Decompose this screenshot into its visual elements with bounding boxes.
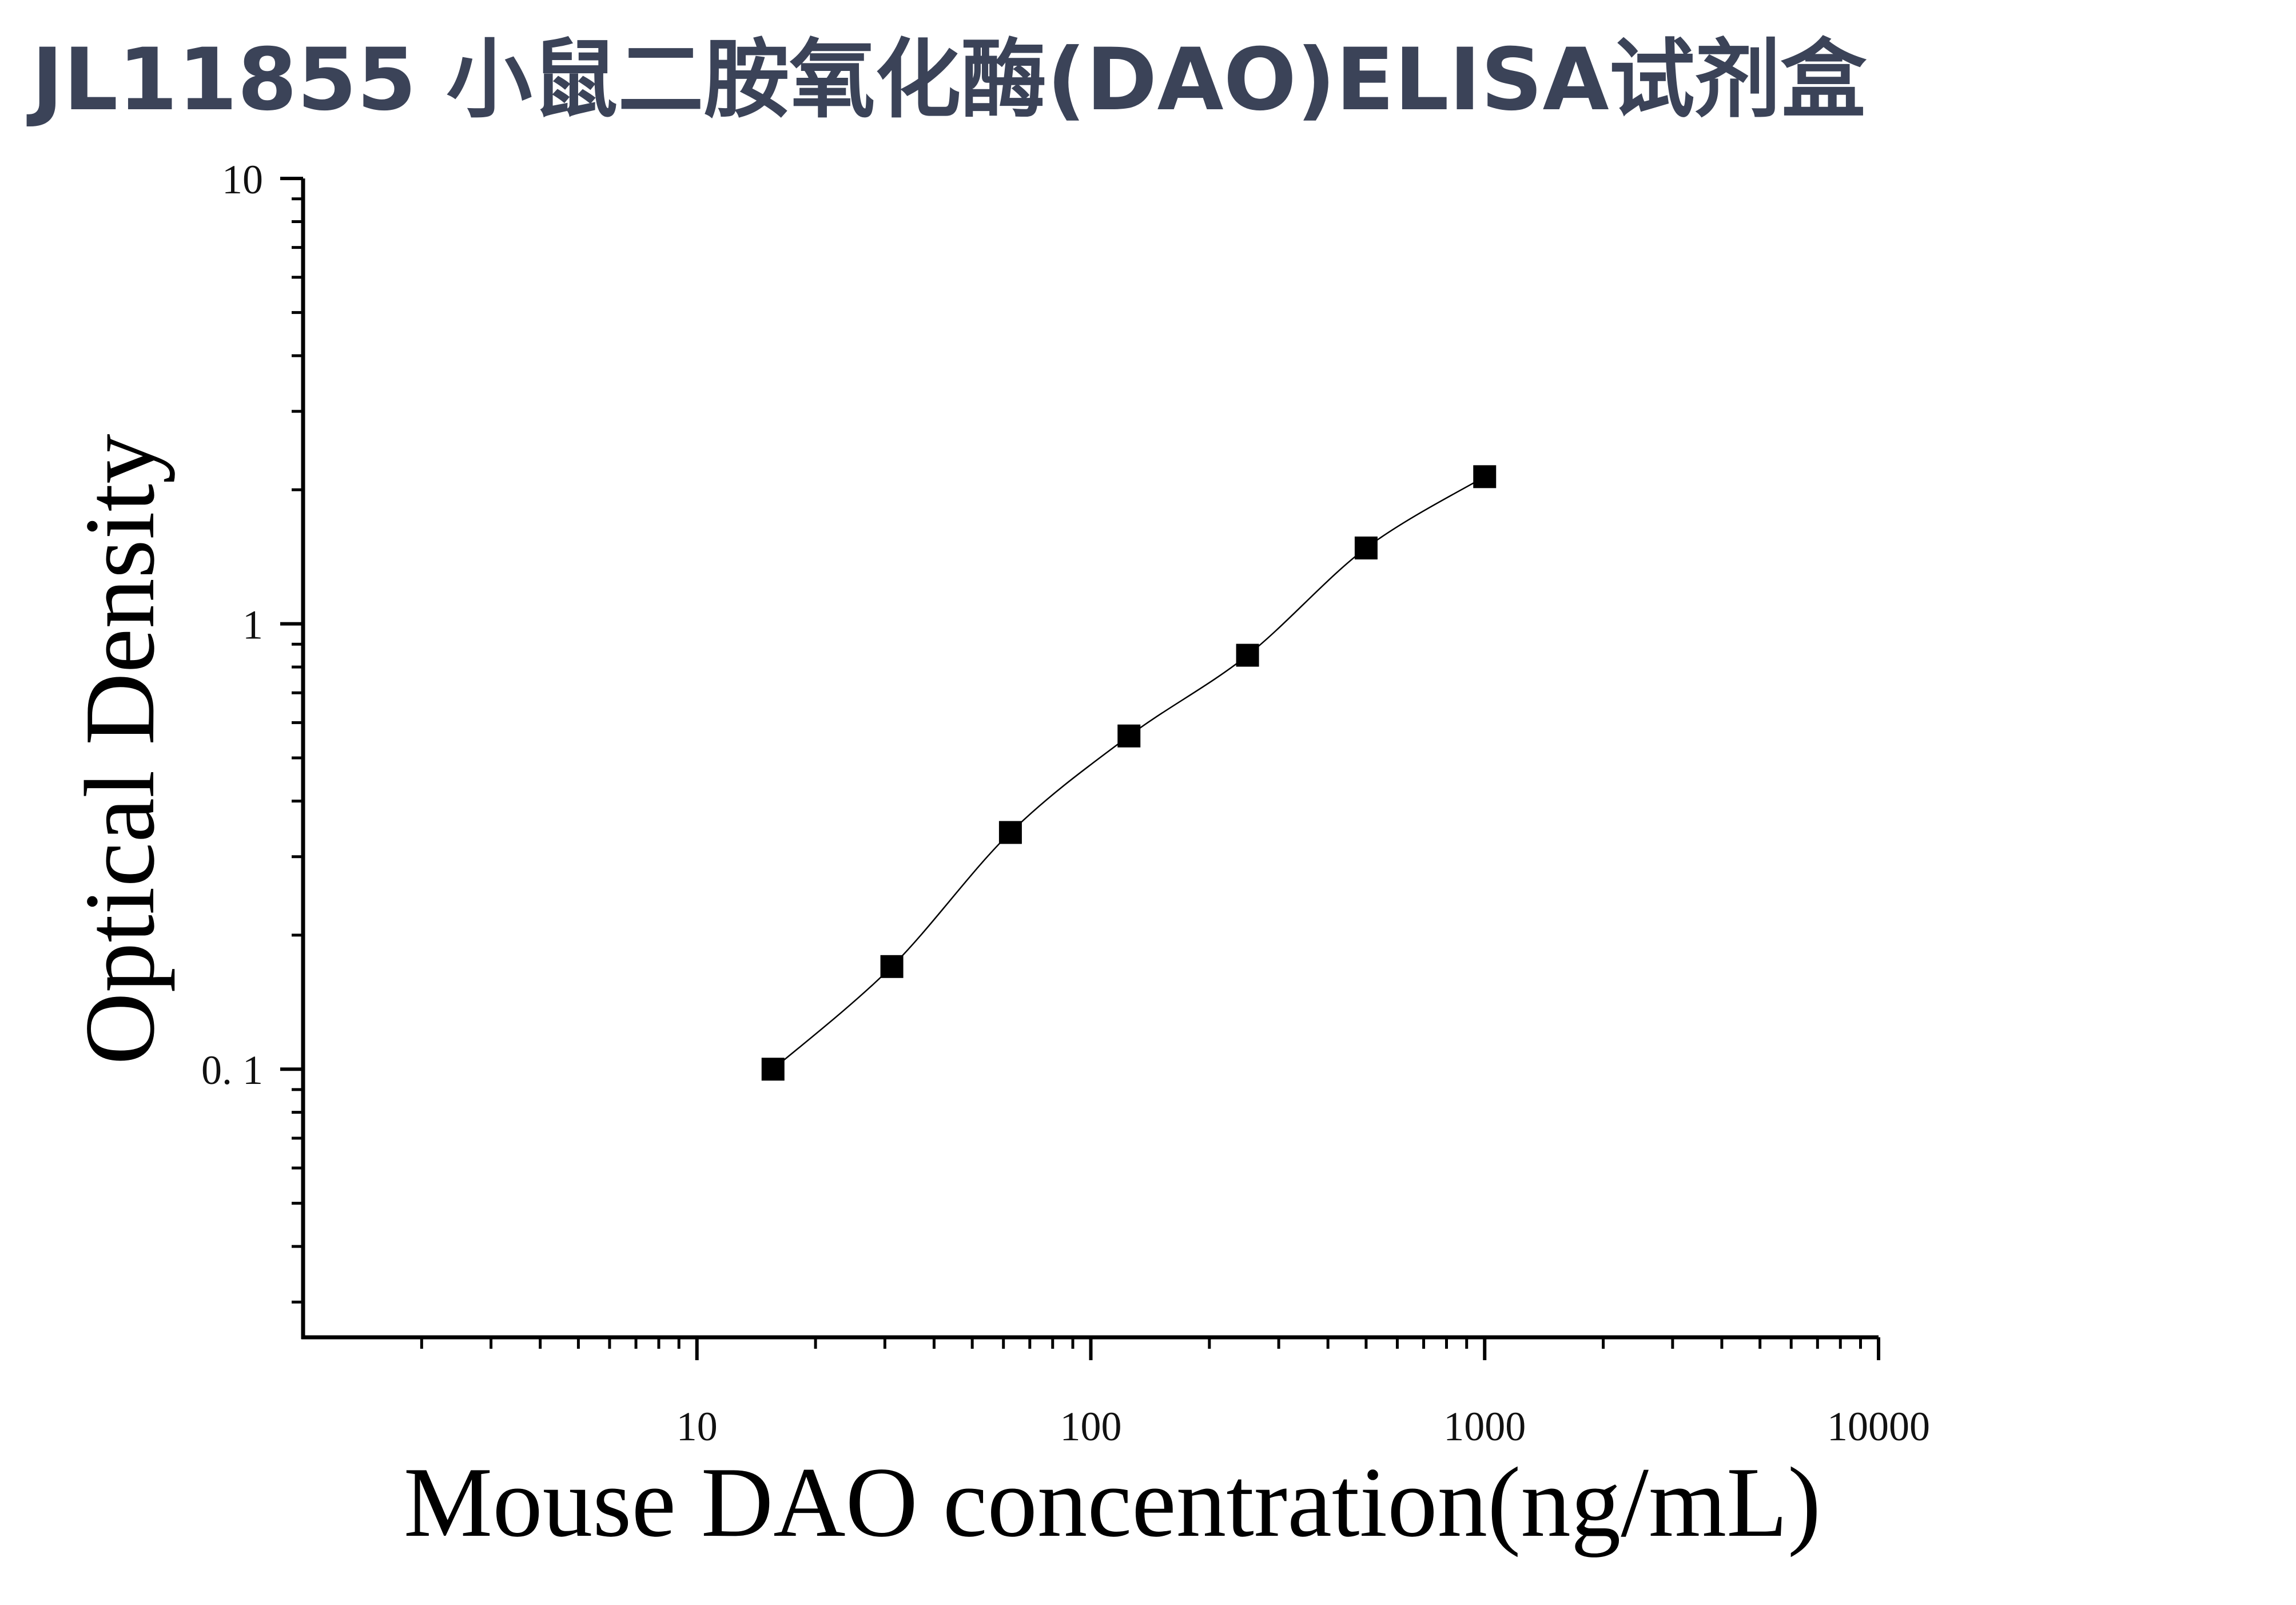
- x-tick-label: 100: [1060, 1404, 1122, 1449]
- data-point: [1473, 465, 1497, 488]
- y-tick-label: 10: [222, 157, 263, 202]
- data-point: [1117, 724, 1141, 748]
- chart-title: JL11855 小鼠二胺氧化酶(DAO)ELISA试剂盒: [31, 30, 1867, 130]
- data-point: [880, 955, 904, 978]
- data-point: [998, 821, 1022, 844]
- fit-curve: [772, 476, 1485, 1070]
- x-tick-label: 10: [677, 1404, 718, 1449]
- y-tick-label: 0. 1: [201, 1047, 263, 1093]
- x-tick-labels: 10 100 1000 10000: [677, 1404, 1930, 1449]
- y-axis-title: Optical Density: [64, 434, 175, 1064]
- x-tick-label: 10000: [1827, 1404, 1930, 1449]
- data-point: [1236, 643, 1259, 667]
- x-tick-label: 1000: [1443, 1404, 1526, 1449]
- x-major-ticks: [695, 1337, 1880, 1360]
- data-point: [761, 1058, 785, 1081]
- y-tick-labels: 0. 1 1 10: [201, 157, 263, 1093]
- y-major-ticks: [280, 177, 303, 1071]
- y-tick-label: 1: [242, 602, 263, 648]
- data-point: [1354, 537, 1378, 560]
- x-axis-title: Mouse DAO concentration(ng/mL): [404, 1447, 1821, 1558]
- data-points: [761, 465, 1497, 1081]
